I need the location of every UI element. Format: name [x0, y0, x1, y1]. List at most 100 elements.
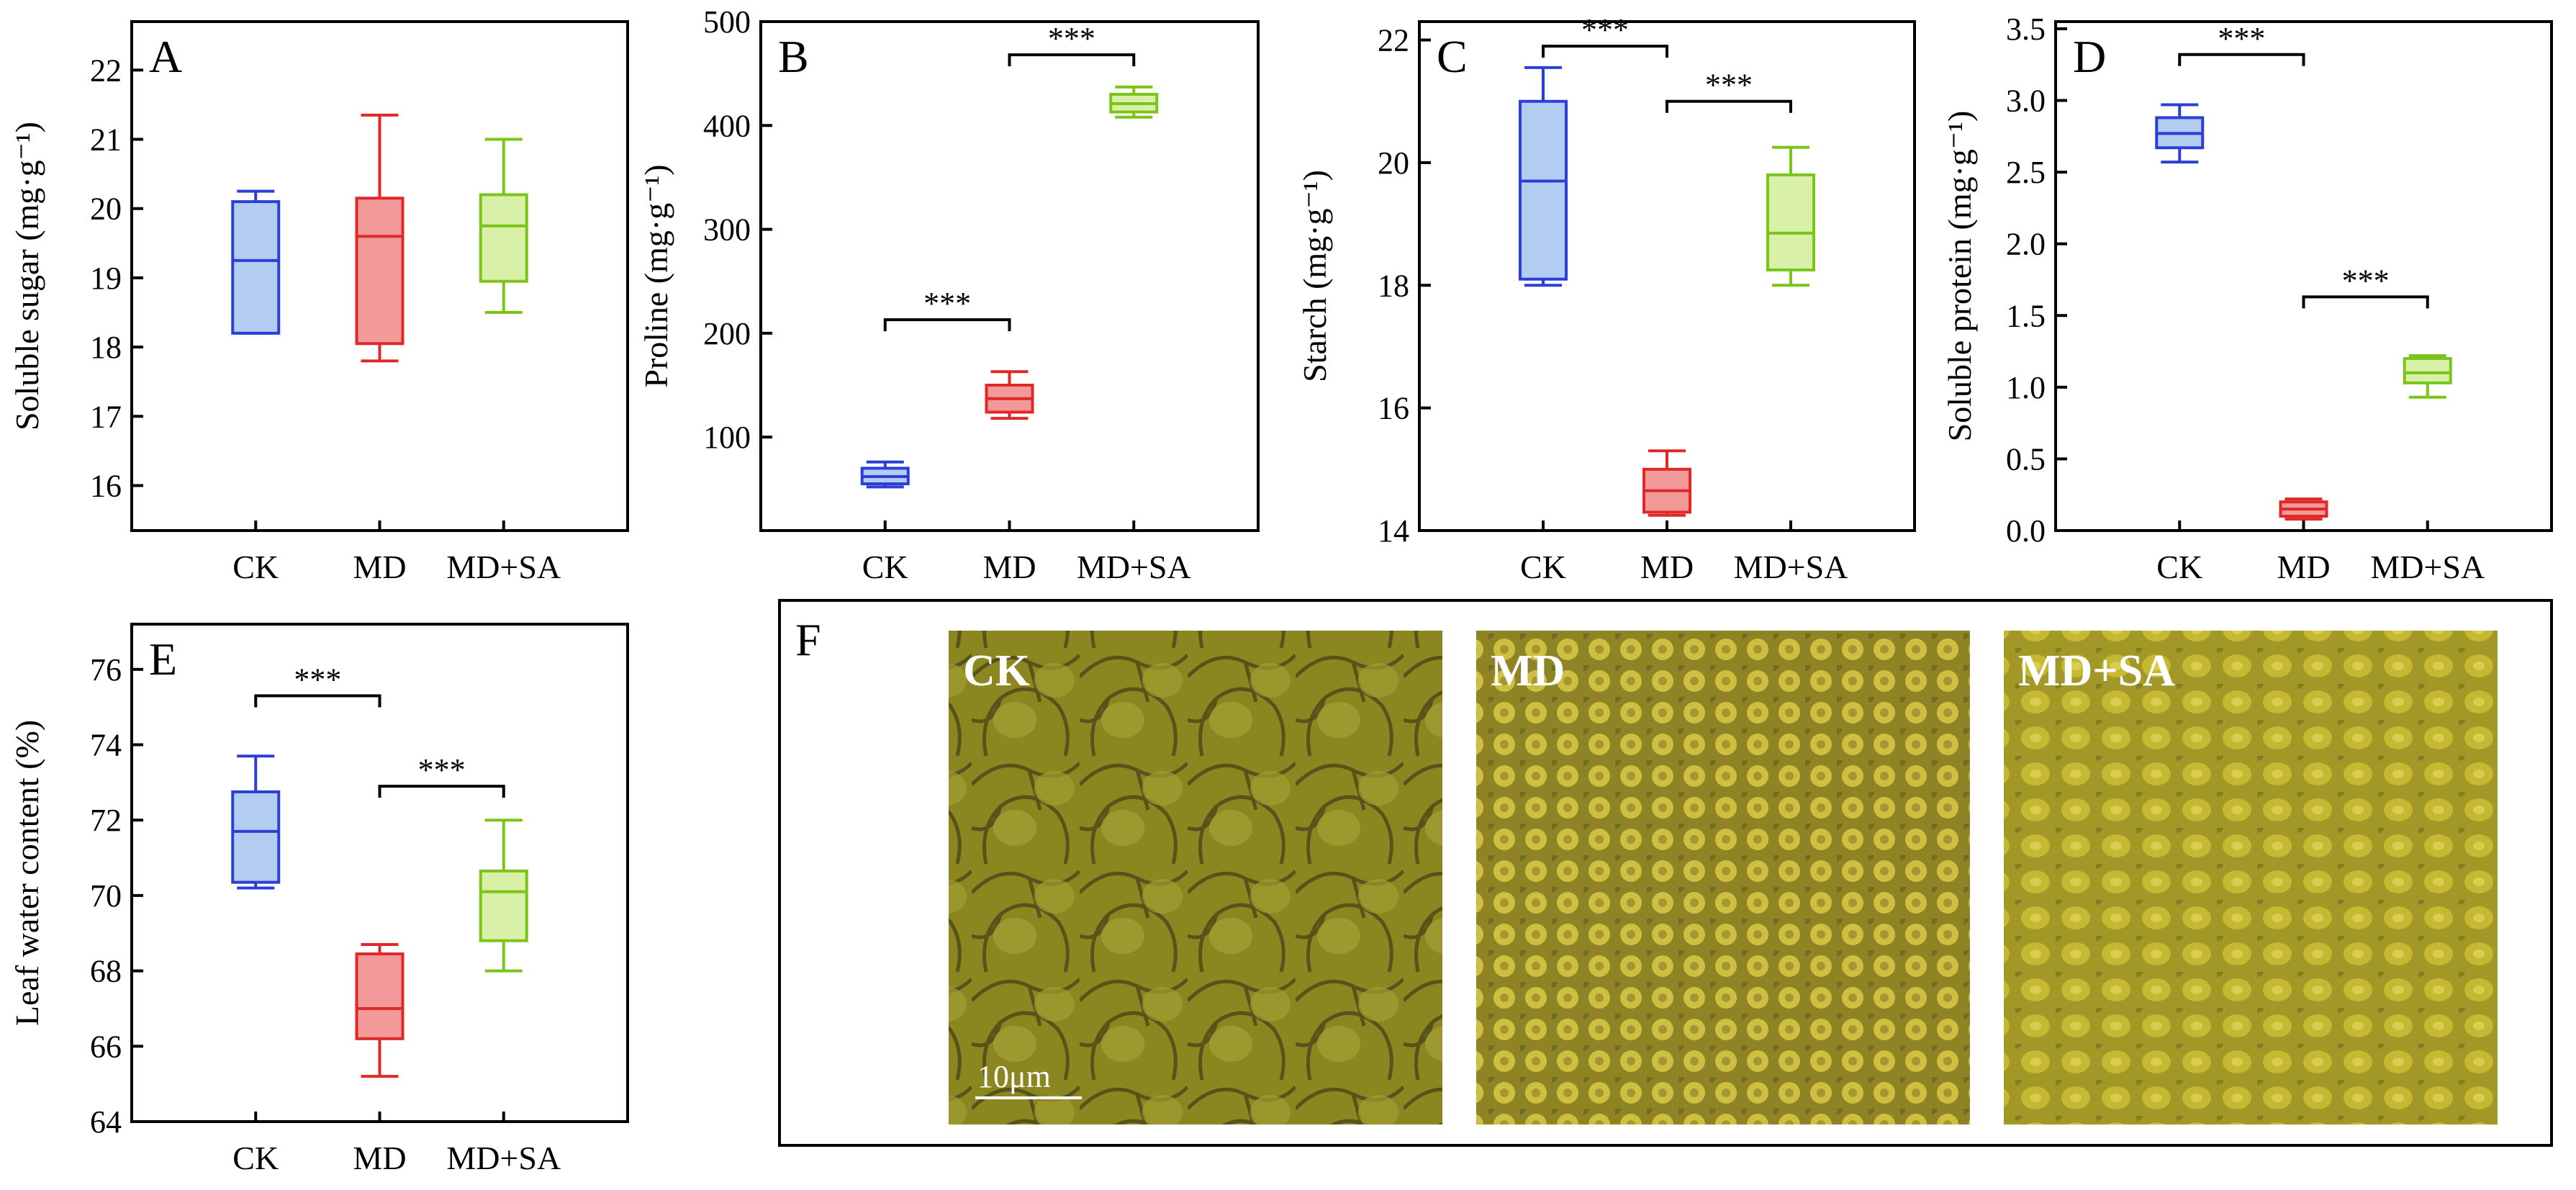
y-tick-label: 3.0	[2006, 84, 2046, 119]
y-tick-label: 1.0	[2006, 370, 2046, 405]
x-tick-label: MD	[982, 549, 1036, 585]
x-tick-label: MD	[353, 549, 406, 585]
x-tick-label: MD	[2277, 549, 2330, 585]
micrograph-label: MD	[1491, 646, 1565, 695]
significance-bracket: ***	[254, 662, 381, 708]
micrograph-CK: CK	[949, 631, 1442, 1124]
bracket-line	[1542, 45, 1668, 58]
bracket-line	[378, 785, 505, 798]
y-tick-label: 16	[90, 468, 122, 503]
box-MD	[355, 942, 405, 1078]
x-tick-label: MD+SA	[2370, 549, 2485, 585]
significance-label: ***	[1705, 68, 1753, 103]
y-tick-label: 18	[90, 330, 122, 365]
panel-letter: A	[149, 31, 182, 82]
y-axis-label: Starch (mg·g⁻¹)	[1296, 170, 1333, 382]
y-tick-label: 21	[90, 122, 122, 158]
bracket-line	[1008, 53, 1136, 67]
significance-bracket: ***	[883, 286, 1011, 332]
y-axis-label: Soluble protein (mg·g⁻¹)	[1941, 111, 1978, 442]
micrograph-MD: MD	[1476, 631, 1970, 1124]
y-tick-label: 76	[90, 652, 122, 688]
y-tick-label: 22	[90, 53, 122, 88]
box-MD+SA	[479, 138, 528, 314]
significance-bracket: ***	[2178, 21, 2305, 66]
y-tick-label: 72	[90, 803, 122, 838]
bracket-line	[2302, 295, 2429, 309]
box-MD	[985, 370, 1034, 420]
panel-letter: E	[149, 634, 177, 685]
y-tick-label: 400	[703, 108, 751, 143]
x-tick-label: MD+SA	[1734, 549, 1848, 585]
panel-F-frame	[778, 599, 2553, 1147]
chart-panel-D: 0.0 0.5 1.0 1.5 2.0 2.5 3.0 3.5 CK MD MD+SA Soluble…	[1941, 12, 2553, 585]
panel-letter: F	[795, 614, 821, 665]
x-tick-label: CK	[862, 549, 908, 585]
y-tick-label: 0.0	[2006, 513, 2046, 549]
box-CK	[860, 460, 910, 489]
y-tick-label: 2.0	[2006, 227, 2046, 262]
bracket-line	[254, 694, 381, 708]
y-tick-label: 19	[90, 261, 122, 296]
plot-frame	[759, 20, 1260, 532]
micrograph-MD+SA: MD+SA	[2004, 631, 2498, 1124]
y-tick-label: 2.5	[2006, 155, 2046, 190]
y-axis-label: Leaf water content (%)	[9, 720, 45, 1026]
y-axis-label: Proline (mg·g⁻¹)	[638, 164, 674, 387]
x-tick-label: MD	[1640, 549, 1694, 585]
significance-bracket: ***	[1542, 12, 1668, 58]
y-tick-label: 20	[1378, 145, 1409, 181]
y-tick-label: 300	[703, 212, 751, 248]
y-tick-label: 20	[90, 191, 122, 227]
box-MD	[2279, 497, 2328, 521]
significance-bracket: ***	[1666, 68, 1792, 113]
chart-panel-C: 14 16 18 20 22 CK MD MD+SA Starch (mg·g⁻¹) C *** **…	[1296, 12, 1916, 585]
y-tick-label: 16	[1378, 391, 1409, 426]
box-MD+SA	[2403, 354, 2452, 399]
micrograph-texture	[949, 631, 1442, 1124]
y-tick-label: 100	[703, 420, 751, 455]
significance-label: ***	[1048, 21, 1095, 56]
box-MD+SA	[479, 819, 528, 973]
chart-panel-A: 16 17 18 19 20 21 22 CK MD MD+SA Soluble sugar (mg…	[9, 20, 629, 585]
box-iqr	[231, 790, 281, 884]
panel-letter: C	[1437, 31, 1468, 82]
plot-frame	[2054, 20, 2553, 532]
significance-bracket: ***	[378, 752, 505, 798]
micrograph-label: MD+SA	[2018, 646, 2175, 695]
significance-bracket: ***	[1008, 21, 1136, 67]
bracket-line	[1666, 99, 1792, 113]
y-tick-label: 1.5	[2006, 298, 2046, 333]
significance-label: ***	[1581, 12, 1629, 48]
significance-label: ***	[923, 286, 971, 321]
box-CK	[231, 754, 281, 890]
box-iqr	[479, 869, 528, 942]
y-tick-label: 14	[1378, 513, 1409, 549]
box-MD+SA	[1766, 145, 1815, 287]
box-CK	[1519, 66, 1568, 287]
y-tick-label: 22	[1378, 23, 1409, 58]
y-tick-label: 17	[90, 399, 122, 434]
significance-label: ***	[294, 662, 341, 697]
micrograph-texture	[1476, 631, 1970, 1124]
x-tick-label: CK	[1520, 549, 1566, 585]
bracket-line	[883, 318, 1011, 332]
box-MD	[1642, 449, 1691, 517]
y-axis-label: Soluble sugar (mg·g⁻¹)	[9, 122, 45, 431]
panel-letter: D	[2073, 31, 2106, 82]
y-tick-label: 64	[90, 1104, 122, 1140]
chart-panel-B: 100 200 300 400 500 CK MD MD+SA Proline (mg·g⁻¹)…	[638, 4, 1260, 585]
bracket-line	[2178, 53, 2305, 66]
micrograph-label: CK	[963, 646, 1030, 695]
y-tick-label: 18	[1378, 268, 1409, 303]
y-tick-label: 68	[90, 954, 122, 989]
significance-label: ***	[418, 752, 466, 788]
y-tick-label: 500	[703, 4, 751, 40]
x-tick-label: MD+SA	[446, 1140, 561, 1176]
box-iqr	[355, 197, 405, 346]
x-tick-label: MD	[353, 1140, 406, 1176]
box-iqr	[1519, 99, 1568, 281]
y-tick-label: 66	[90, 1029, 122, 1064]
box-CK	[2155, 103, 2205, 164]
